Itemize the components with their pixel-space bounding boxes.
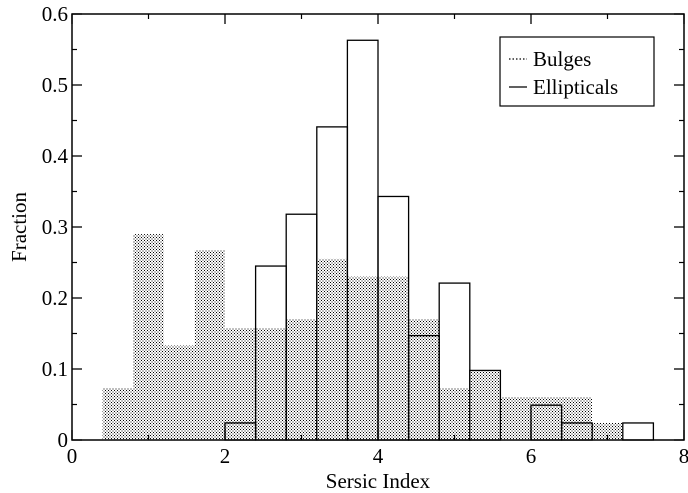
legend-label-bulges: Bulges [533,47,591,71]
bulges-bar [347,276,378,440]
bulges-bar [102,388,134,440]
bulges-bar [500,397,531,440]
bulges-bar [469,371,501,440]
legend-label-ellipticals: Ellipticals [533,75,618,99]
bulges-bar [531,397,562,440]
x-tick-label: 0 [67,444,78,468]
y-tick-label: 0 [58,428,69,452]
bulges-bar [561,397,593,440]
bulges-bar [592,422,623,440]
legend: Bulges Ellipticals [499,36,655,107]
y-tick-label: 0.1 [42,357,68,381]
x-axis-title: Sersic Index [326,469,431,493]
bulges-bar [316,258,348,440]
bulges-bar [163,345,195,440]
bulges-bar [133,234,164,440]
bulges-bar [286,319,317,440]
bulges-bar [255,328,287,440]
y-tick-label: 0.5 [42,73,68,97]
bulges-series [102,234,623,440]
ellipticals-bar [622,422,655,441]
bulges-bar [378,276,409,440]
x-axis: 0 2 4 6 8 [67,14,688,468]
y-axis: 0 0.1 0.2 0.3 0.4 0.5 0.6 [42,2,684,452]
bulges-bar [194,250,225,440]
x-tick-label: 4 [373,444,384,468]
y-tick-label: 0.4 [42,144,69,168]
x-tick-label: 8 [679,444,688,468]
legend-box [499,36,655,107]
bulges-bar [225,328,256,440]
y-tick-label: 0.3 [42,215,68,239]
x-tick-label: 6 [526,444,537,468]
y-tick-label: 0.2 [42,286,68,310]
y-axis-title: Fraction [7,192,31,262]
x-tick-label: 2 [220,444,231,468]
y-tick-label: 0.6 [42,2,68,26]
bulges-bar [408,319,440,440]
bulges-bar [439,388,470,440]
